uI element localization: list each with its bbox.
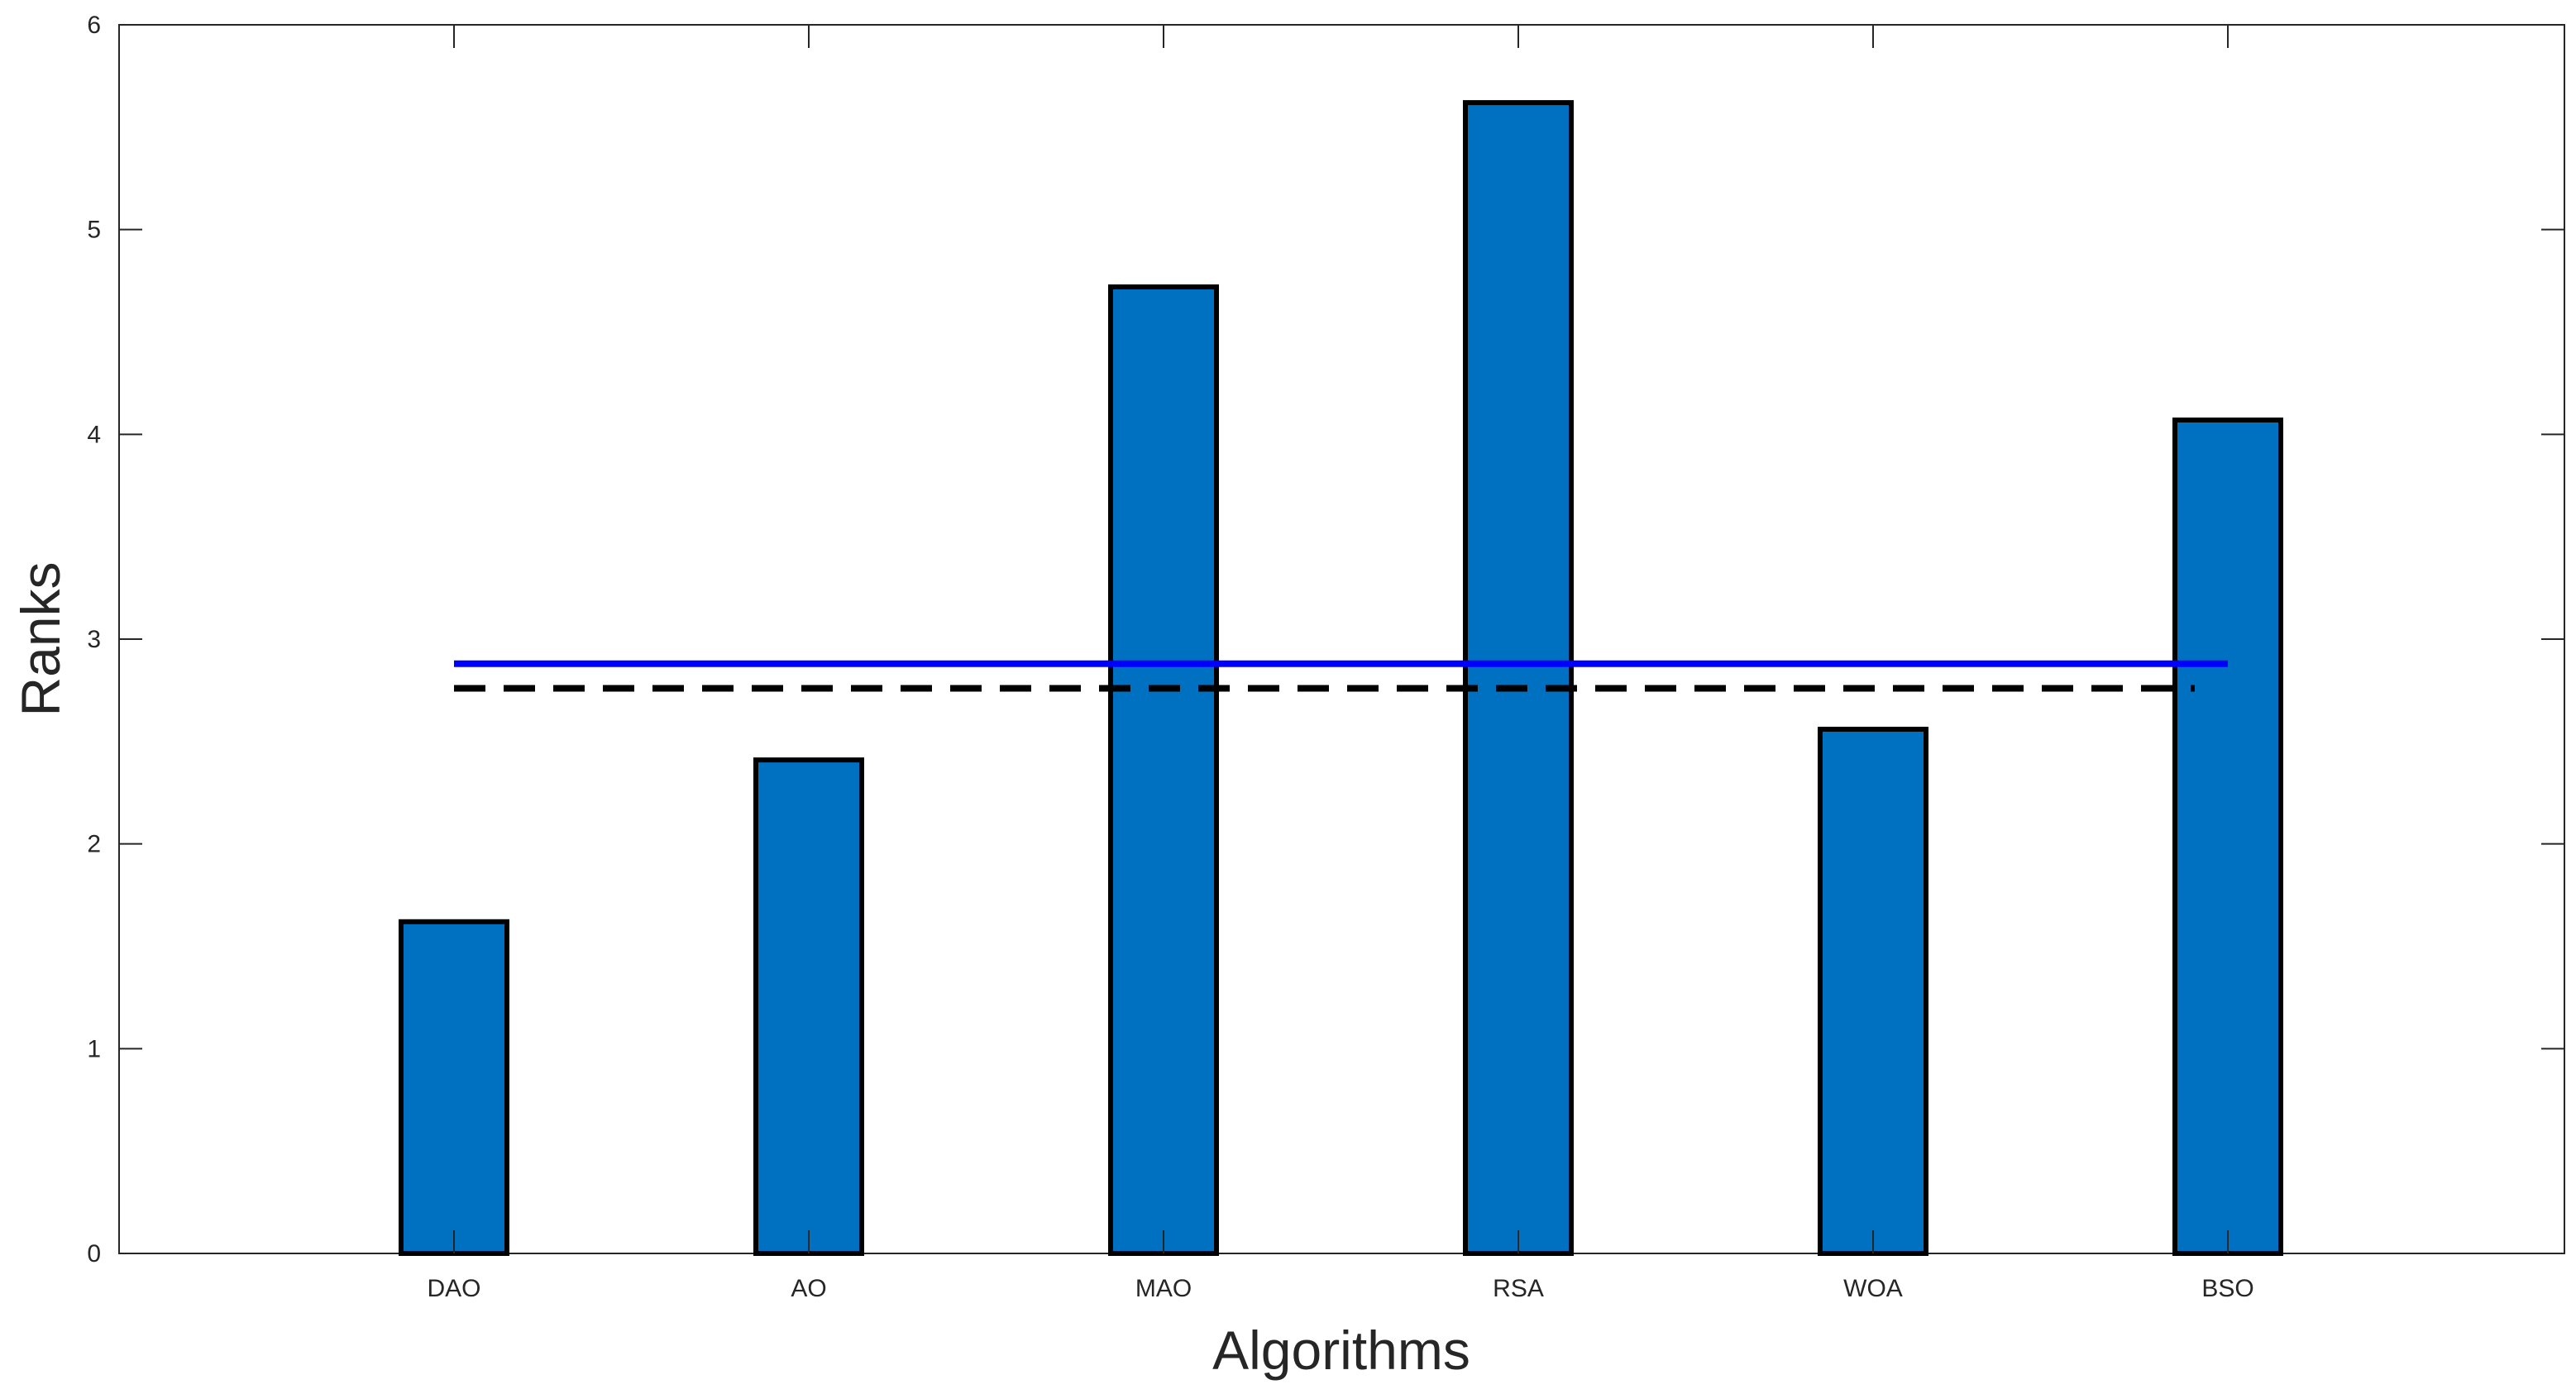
x-tick-label: AO <box>791 1275 826 1302</box>
x-tick-label: DAO <box>427 1275 480 1302</box>
x-tick-label: MAO <box>1135 1275 1192 1302</box>
bar-rsa <box>1463 100 1574 1257</box>
y-tick-label: 4 <box>87 421 101 448</box>
y-tick-label: 6 <box>87 12 101 39</box>
y-tick-label: 0 <box>87 1240 101 1267</box>
bar-series <box>399 100 2283 1257</box>
bar-bso <box>2172 417 2283 1257</box>
y-tick-label: 5 <box>87 217 101 244</box>
bar-woa <box>1818 726 1928 1256</box>
y-axis-title: Ranks <box>10 561 71 716</box>
x-tick-label: BSO <box>2201 1275 2253 1302</box>
x-tick-label: RSA <box>1493 1275 1544 1302</box>
reference-lines <box>454 660 2228 692</box>
y-axis: 0 1 2 3 4 5 6 <box>87 12 2564 1267</box>
bar-dao <box>399 919 509 1257</box>
y-tick-label: 1 <box>87 1035 101 1062</box>
y-tick-label: 2 <box>87 831 101 858</box>
x-axis-title: Algorithms <box>1212 1320 1470 1381</box>
x-axis: DAO AO MAO RSA WOA BSO <box>427 25 2254 1302</box>
x-tick-label: WOA <box>1843 1275 1903 1302</box>
y-tick-label: 3 <box>87 626 101 653</box>
bar-ao <box>753 757 864 1256</box>
bar-mao <box>1108 284 1219 1257</box>
